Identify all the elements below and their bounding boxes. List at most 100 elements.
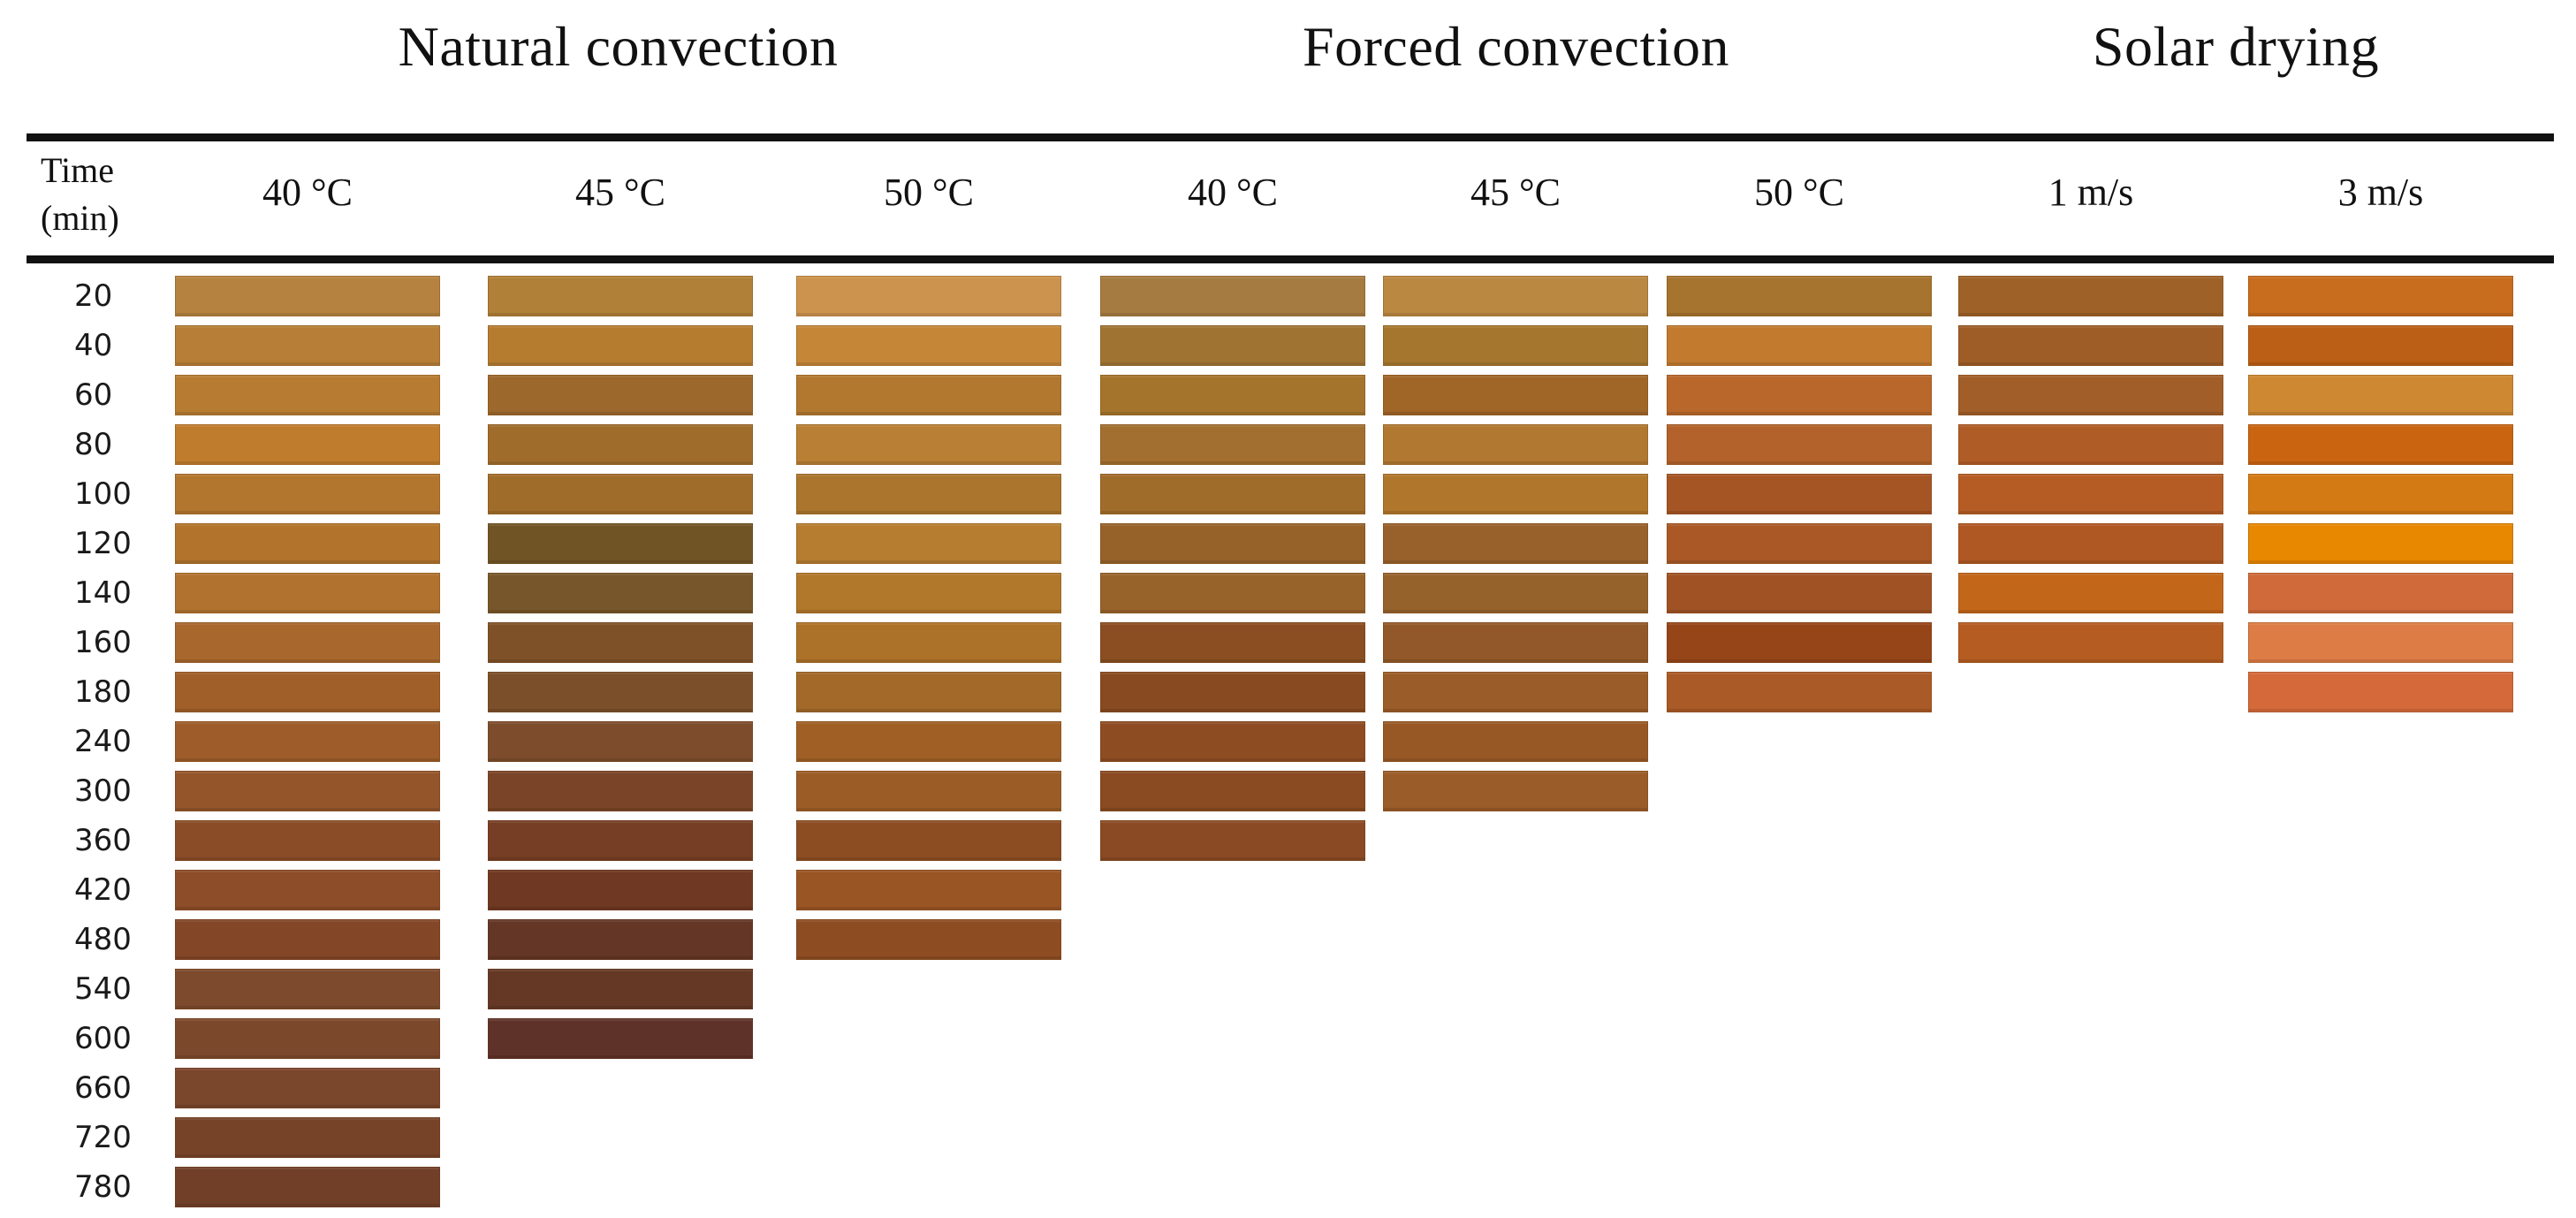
- swatch: [488, 771, 753, 811]
- swatch: [1958, 375, 2223, 415]
- time-label: 540: [74, 971, 132, 1007]
- time-label: 60: [74, 377, 113, 413]
- swatch: [1958, 474, 2223, 514]
- swatch: [488, 474, 753, 514]
- column-header: 50 °C: [884, 171, 974, 214]
- swatch: [1100, 325, 1365, 366]
- column-header: 45 °C: [575, 171, 665, 214]
- swatch: [488, 424, 753, 465]
- swatch: [175, 474, 440, 514]
- time-label: 360: [74, 823, 132, 858]
- swatch: [2248, 523, 2513, 564]
- time-label: 660: [74, 1070, 132, 1106]
- swatch: [1100, 721, 1365, 762]
- swatch: [488, 276, 753, 316]
- swatch: [2248, 375, 2513, 415]
- swatch: [796, 474, 1061, 514]
- swatch-column: [1958, 276, 2223, 672]
- swatch: [488, 573, 753, 613]
- time-label: 140: [74, 575, 132, 611]
- swatch: [1100, 672, 1365, 712]
- swatch: [1667, 276, 1932, 316]
- swatch: [488, 820, 753, 861]
- swatch: [2248, 672, 2513, 712]
- column-header: 45 °C: [1470, 171, 1561, 214]
- group-title: Solar drying: [2092, 15, 2380, 78]
- swatch: [488, 325, 753, 366]
- swatch: [488, 375, 753, 415]
- time-label: 180: [74, 674, 132, 710]
- swatch: [1383, 424, 1648, 465]
- swatch: [1383, 672, 1648, 712]
- swatch: [1958, 424, 2223, 465]
- group-title: Natural convection: [398, 15, 839, 78]
- swatch: [2248, 424, 2513, 465]
- swatch: [2248, 325, 2513, 366]
- swatch: [1100, 474, 1365, 514]
- swatch: [175, 1117, 440, 1158]
- swatch: [1100, 771, 1365, 811]
- time-header-line1: Time: [41, 150, 115, 190]
- time-label: 160: [74, 625, 132, 660]
- time-label: 100: [74, 476, 132, 512]
- swatch: [1383, 622, 1648, 663]
- swatch: [796, 523, 1061, 564]
- swatch: [2248, 573, 2513, 613]
- table-rule-mid: [27, 255, 2554, 263]
- time-label: 20: [74, 278, 113, 314]
- column-header: 40 °C: [262, 171, 353, 214]
- time-label: 120: [74, 526, 132, 561]
- swatch: [1100, 523, 1365, 564]
- swatch: [2248, 474, 2513, 514]
- swatch: [1667, 375, 1932, 415]
- swatch: [796, 672, 1061, 712]
- swatch: [796, 820, 1061, 861]
- swatch: [1958, 573, 2223, 613]
- swatch: [175, 276, 440, 316]
- swatch: [175, 622, 440, 663]
- column-header: 40 °C: [1188, 171, 1278, 214]
- swatch: [2248, 276, 2513, 316]
- swatch: [1958, 523, 2223, 564]
- time-label: 40: [74, 328, 113, 363]
- swatch-column: [796, 276, 1061, 969]
- swatch: [175, 523, 440, 564]
- swatch: [488, 523, 753, 564]
- swatch: [1667, 672, 1932, 712]
- swatch: [1667, 622, 1932, 663]
- time-header-line2: (min): [41, 198, 119, 238]
- swatch: [796, 375, 1061, 415]
- column-header: 1 m/s: [2048, 171, 2134, 214]
- swatch-column: [488, 276, 753, 1068]
- swatch: [1958, 622, 2223, 663]
- swatch: [796, 276, 1061, 316]
- swatch: [796, 721, 1061, 762]
- swatch: [1667, 523, 1932, 564]
- swatch: [175, 573, 440, 613]
- column-header: 3 m/s: [2337, 171, 2424, 214]
- time-label: 600: [74, 1021, 132, 1056]
- swatch: [175, 870, 440, 910]
- swatch: [488, 622, 753, 663]
- swatch: [1100, 375, 1365, 415]
- swatch: [1667, 474, 1932, 514]
- swatch: [796, 919, 1061, 960]
- swatch: [1667, 424, 1932, 465]
- swatch: [1383, 573, 1648, 613]
- swatch: [1100, 820, 1365, 861]
- swatch: [796, 622, 1061, 663]
- time-label: 240: [74, 724, 132, 759]
- swatch: [488, 870, 753, 910]
- swatch: [175, 969, 440, 1009]
- swatch: [1100, 573, 1365, 613]
- swatch-column: [2248, 276, 2513, 721]
- swatch: [1667, 573, 1932, 613]
- swatch: [796, 424, 1061, 465]
- swatch: [1383, 474, 1648, 514]
- swatch: [1383, 375, 1648, 415]
- swatch: [488, 721, 753, 762]
- swatch: [796, 771, 1061, 811]
- swatch: [175, 771, 440, 811]
- swatch: [175, 375, 440, 415]
